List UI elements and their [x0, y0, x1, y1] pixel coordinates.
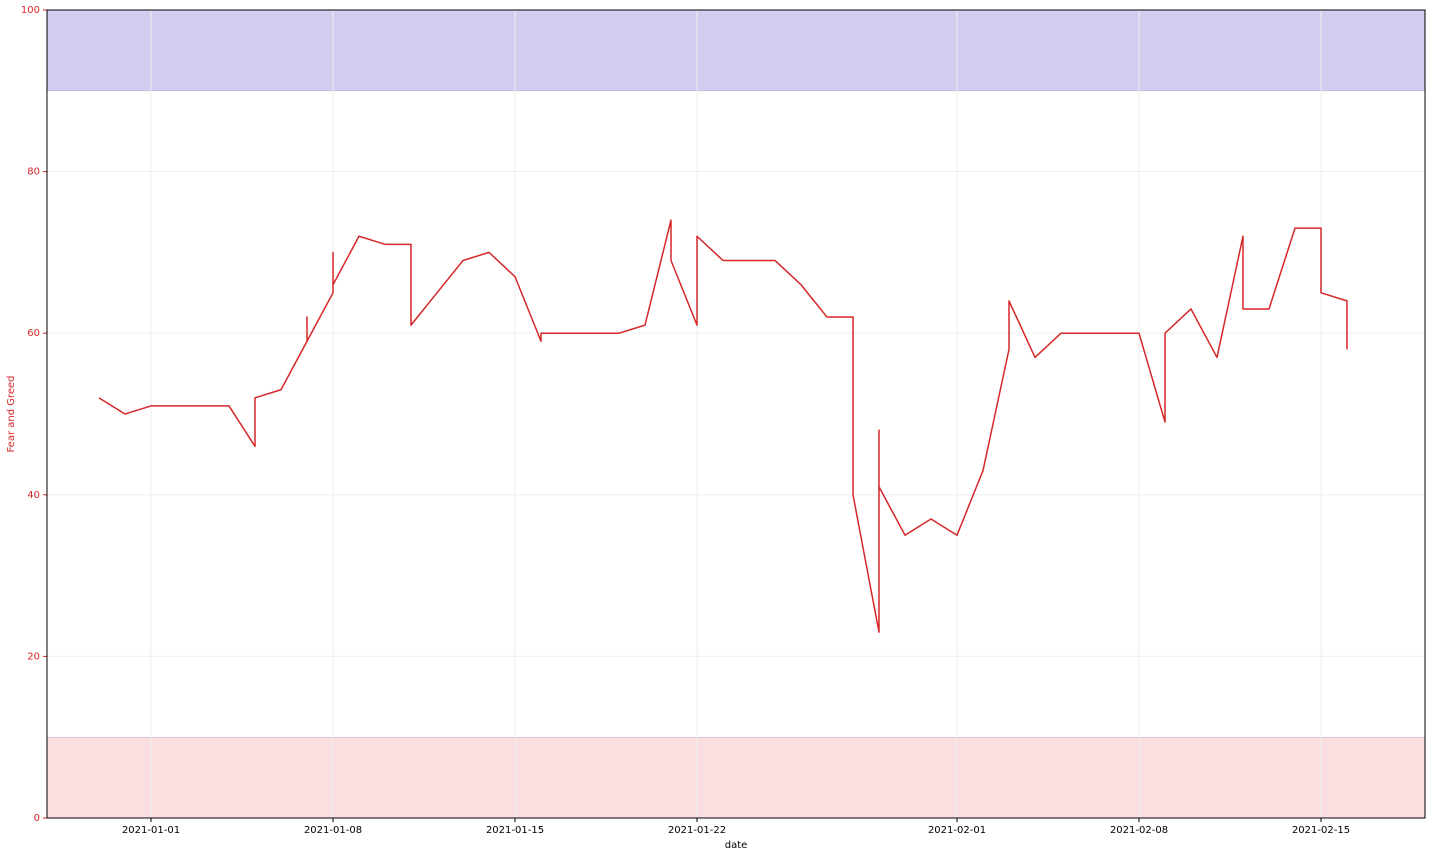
x-axis-label: date — [725, 840, 748, 851]
band — [46, 736, 1426, 819]
y-tick-label: 80 — [27, 167, 40, 178]
plot-frame — [46, 9, 1426, 819]
x-tick-label: 2021-01-08 — [304, 825, 362, 836]
y-tick-label: 100 — [21, 5, 40, 16]
y-axis-label: Fear and Greed — [6, 375, 17, 452]
x-tick-label: 2021-02-15 — [1292, 825, 1350, 836]
band — [46, 9, 1426, 92]
y-tick-label: 40 — [27, 490, 40, 501]
x-tick-label: 2021-01-15 — [486, 825, 544, 836]
series-line — [98, 219, 1348, 633]
y-tick-label: 60 — [27, 328, 40, 339]
y-tick-label: 0 — [34, 813, 40, 824]
y-tick-label: 20 — [27, 651, 40, 662]
x-tick-label: 2021-01-22 — [668, 825, 726, 836]
x-tick-label: 2021-01-01 — [122, 825, 180, 836]
x-tick-label: 2021-02-01 — [928, 825, 986, 836]
x-tick-label: 2021-02-08 — [1110, 825, 1168, 836]
